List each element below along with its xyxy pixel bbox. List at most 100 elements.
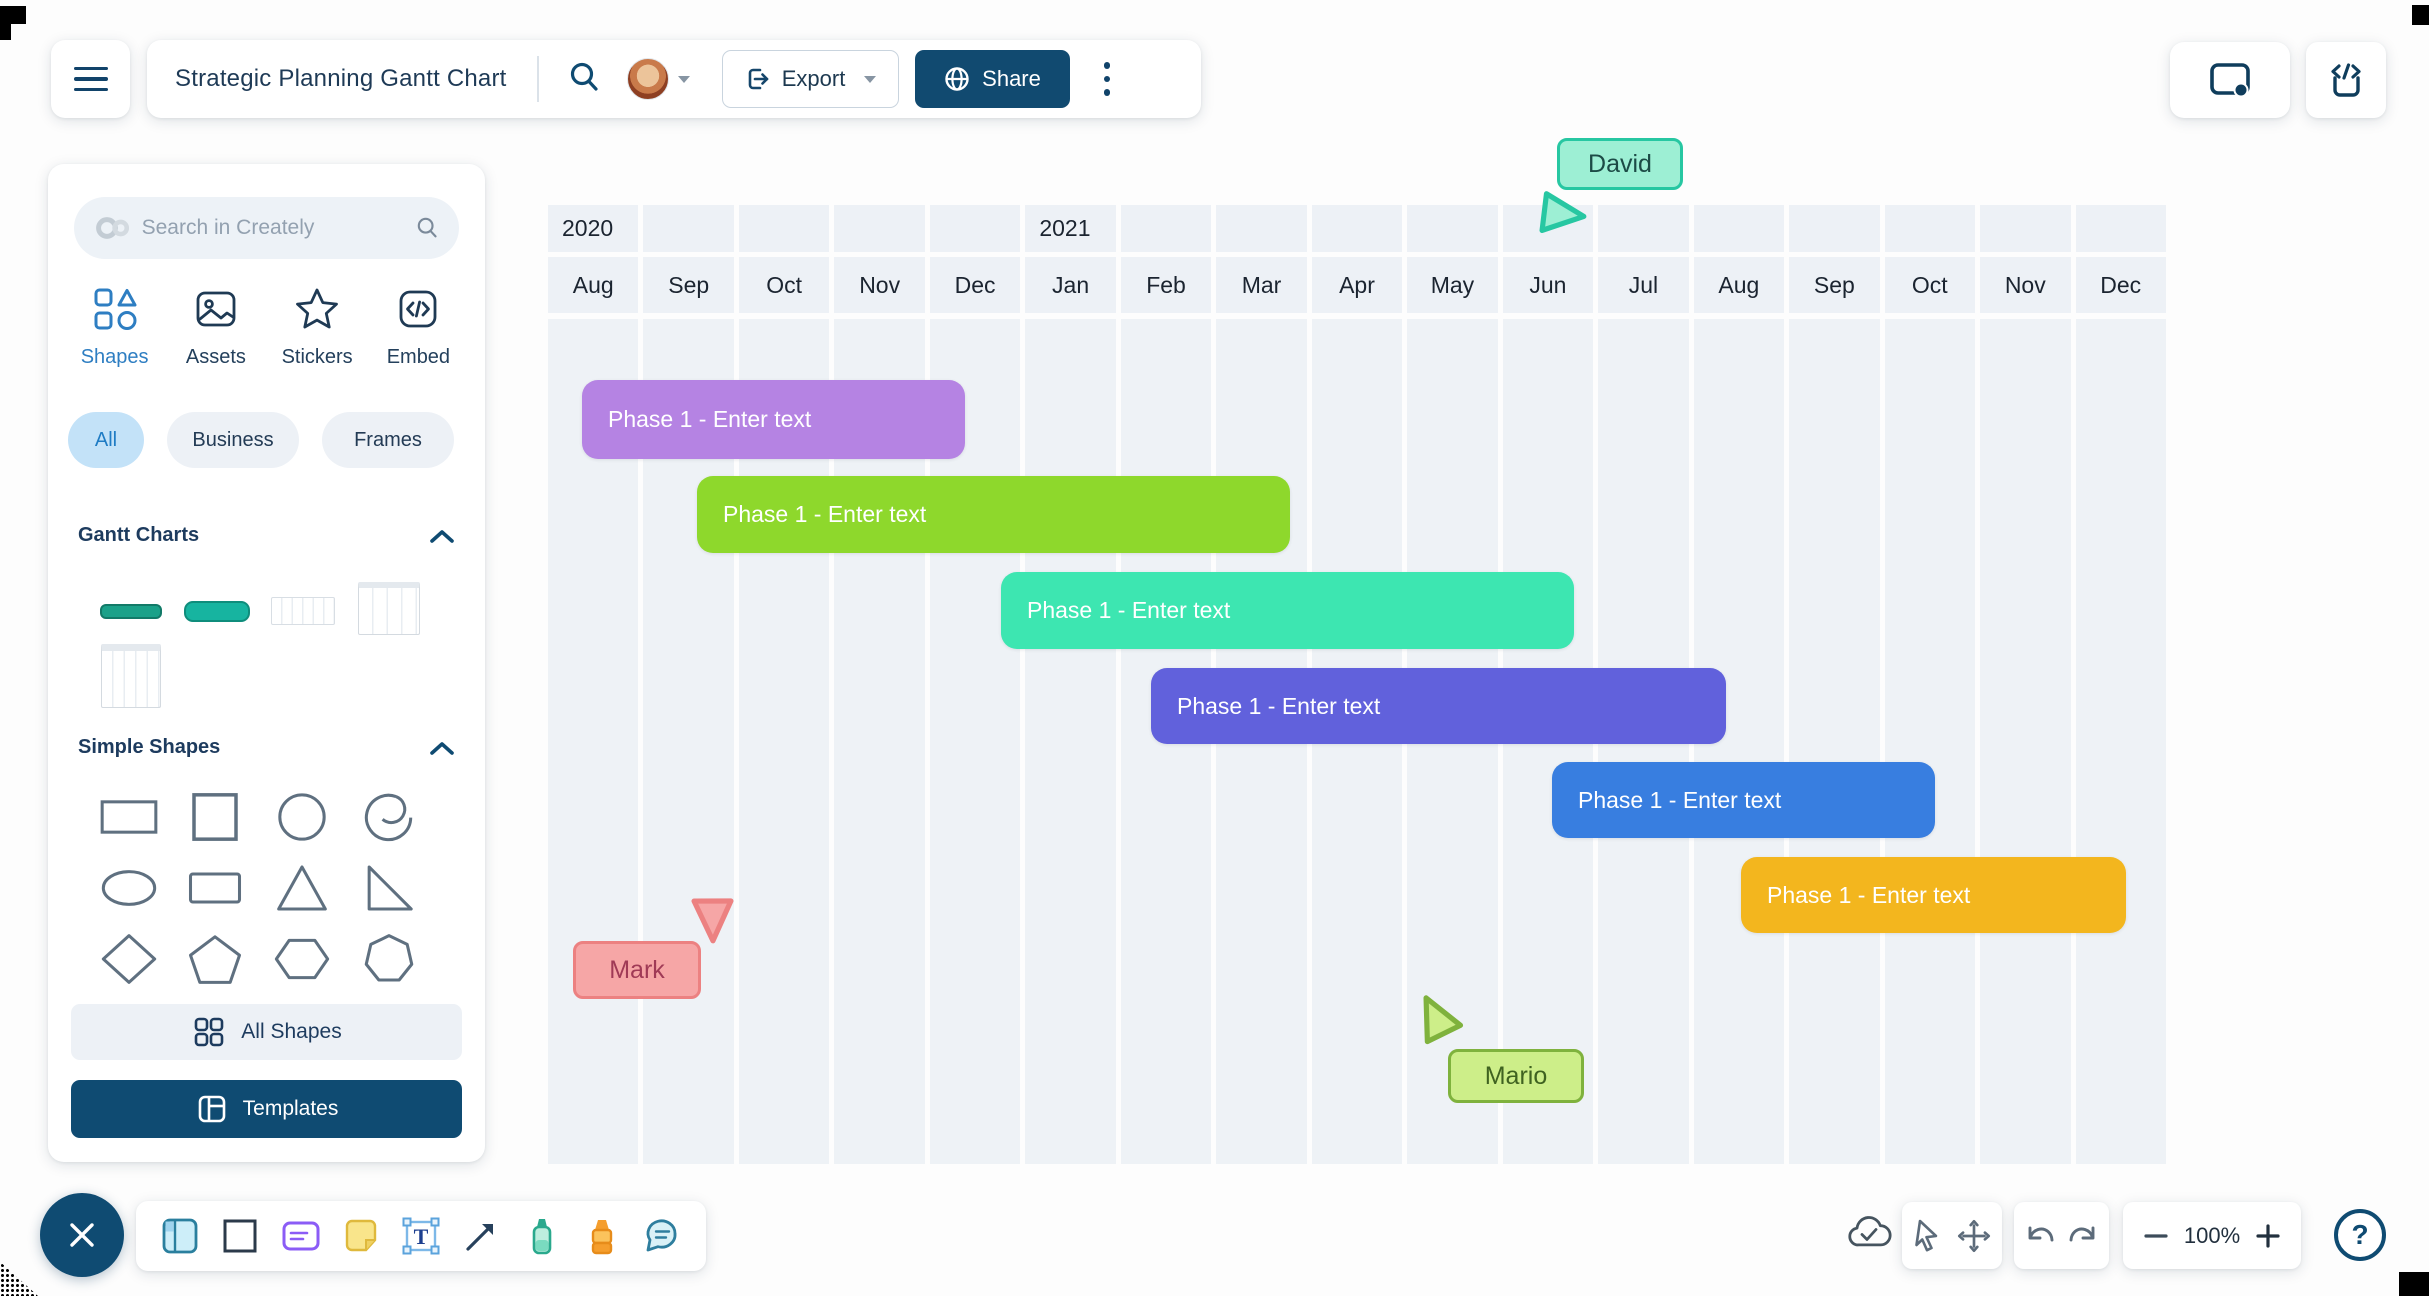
- shape-rectangle[interactable]: [96, 789, 162, 845]
- gantt-table-small[interactable]: [268, 579, 338, 643]
- connector-tool[interactable]: [459, 1214, 503, 1258]
- globe-icon: [945, 67, 969, 91]
- shape-circle[interactable]: [269, 789, 335, 845]
- shape-right-triangle[interactable]: [356, 860, 422, 916]
- grid-icon: [194, 1017, 224, 1047]
- marker-tool[interactable]: [520, 1214, 564, 1258]
- export-button[interactable]: Export: [721, 50, 899, 108]
- corner-artifact: [0, 24, 11, 40]
- card-tool[interactable]: [279, 1214, 323, 1258]
- document-toolbar: Strategic Planning Gantt Chart Export: [147, 40, 1201, 118]
- gantt-year-cell: [643, 205, 734, 252]
- gantt-year-cell: [1693, 205, 1785, 252]
- search-icon[interactable]: [567, 60, 601, 99]
- shape-diamond[interactable]: [96, 931, 162, 987]
- frame-tool[interactable]: [158, 1214, 202, 1258]
- filter-pill-all[interactable]: All: [68, 412, 144, 468]
- gantt-bar-thin[interactable]: [96, 579, 166, 643]
- close-panel-button[interactable]: [40, 1193, 124, 1277]
- gantt-year-cell: [2075, 205, 2166, 252]
- chevron-up-icon[interactable]: [429, 740, 455, 756]
- gantt-body-column: [1980, 319, 2071, 1164]
- shape-heptagon[interactable]: [356, 931, 422, 987]
- undo-button[interactable]: [2022, 1219, 2058, 1253]
- gantt-task-bar[interactable]: Phase 1 - Enter text: [1741, 857, 2126, 933]
- gantt-body-column: [1025, 319, 1116, 1164]
- history-controls: [2014, 1202, 2109, 1269]
- shape-square[interactable]: [182, 789, 248, 845]
- gantt-task-bar[interactable]: Phase 1 - Enter text: [1151, 668, 1726, 744]
- gantt-month-cell: Nov: [834, 257, 925, 313]
- gantt-table-columns[interactable]: [354, 576, 424, 640]
- tab-stickers[interactable]: Stickers: [267, 286, 368, 369]
- shape-pentagon[interactable]: [182, 931, 248, 987]
- gantt-bar-thick[interactable]: [182, 579, 252, 643]
- collaborator-name-tag: Mario: [1448, 1049, 1584, 1103]
- presentation-frame-button[interactable]: [2170, 42, 2290, 118]
- gantt-month-cell: Dec: [2075, 257, 2166, 313]
- gantt-task-bar[interactable]: Phase 1 - Enter text: [1001, 572, 1574, 649]
- zoom-level[interactable]: 100%: [2183, 1222, 2241, 1248]
- gantt-body-column: [2075, 319, 2166, 1164]
- panel-search-box[interactable]: [74, 197, 459, 259]
- sticky-note-tool[interactable]: [339, 1214, 383, 1258]
- gantt-body-column: [738, 319, 830, 1164]
- collaborator-name-tag: David: [1557, 138, 1683, 190]
- rectangle-tool[interactable]: [218, 1214, 262, 1258]
- pen-tool[interactable]: [580, 1214, 624, 1258]
- gantt-month-cell: Aug: [548, 257, 639, 313]
- tab-label: Embed: [386, 346, 451, 368]
- task-bar-label: Phase 1 - Enter text: [1177, 692, 1381, 719]
- avatar: [626, 58, 669, 100]
- zoom-out-button[interactable]: [2141, 1221, 2171, 1251]
- tab-assets[interactable]: Assets: [165, 286, 266, 369]
- gantt-month-cell: Oct: [738, 257, 830, 313]
- comment-tool[interactable]: [640, 1214, 684, 1258]
- image-icon: [193, 286, 239, 337]
- shape-arc[interactable]: [356, 789, 422, 845]
- redo-button[interactable]: [2065, 1219, 2101, 1253]
- zoom-in-button[interactable]: [2253, 1221, 2283, 1251]
- document-title[interactable]: Strategic Planning Gantt Chart: [175, 65, 507, 92]
- corner-artifact: [2399, 1272, 2429, 1296]
- pan-tool[interactable]: [1955, 1217, 1993, 1255]
- account-menu[interactable]: [626, 58, 690, 100]
- gantt-year-cell: 2021: [1025, 205, 1116, 252]
- gantt-task-bar[interactable]: Phase 1 - Enter text: [697, 476, 1290, 553]
- tab-embed[interactable]: Embed: [368, 286, 469, 369]
- main-menu-button[interactable]: [51, 40, 130, 118]
- help-button[interactable]: ?: [2334, 1209, 2386, 1261]
- gantt-table-grid[interactable]: [96, 644, 166, 708]
- tab-shapes[interactable]: Shapes: [64, 286, 165, 369]
- shape-triangle[interactable]: [269, 860, 335, 916]
- chevron-up-icon[interactable]: [429, 528, 455, 544]
- filter-pill-business[interactable]: Business: [167, 412, 299, 468]
- shape-hexagon[interactable]: [269, 931, 335, 987]
- creately-logo: [96, 217, 130, 239]
- filter-pill-frames[interactable]: Frames: [322, 412, 454, 468]
- shape-rounded-rectangle[interactable]: [182, 860, 248, 916]
- embed-code-button[interactable]: [2306, 42, 2386, 118]
- corner-artifact: [0, 1261, 38, 1296]
- more-options-button[interactable]: [1098, 56, 1117, 102]
- simple-shapes-section-header: Simple Shapes: [78, 736, 455, 759]
- close-icon: [70, 1223, 94, 1247]
- select-tool[interactable]: [1911, 1218, 1945, 1254]
- gantt-month-cell: Nov: [1980, 257, 2071, 313]
- gantt-task-bar[interactable]: Phase 1 - Enter text: [582, 380, 965, 459]
- share-button[interactable]: Share: [914, 50, 1070, 108]
- panel-tabs: Shapes Assets Stickers Embed: [64, 286, 469, 369]
- tab-label: Assets: [185, 346, 246, 368]
- all-shapes-button[interactable]: All Shapes: [71, 1004, 462, 1060]
- text-tool[interactable]: T: [399, 1214, 443, 1258]
- panel-search-input[interactable]: [139, 215, 415, 241]
- frame-dot-icon: [2210, 63, 2250, 98]
- templates-button[interactable]: Templates: [71, 1080, 462, 1138]
- shape-ellipse[interactable]: [96, 860, 162, 916]
- gantt-year-cell: 2020: [548, 205, 639, 252]
- gantt-task-bar[interactable]: Phase 1 - Enter text: [1552, 762, 1935, 838]
- cloud-sync-icon: [1845, 1213, 1893, 1258]
- corner-artifact: [2412, 5, 2429, 25]
- panel-filter-pills: All Business Frames: [68, 412, 454, 468]
